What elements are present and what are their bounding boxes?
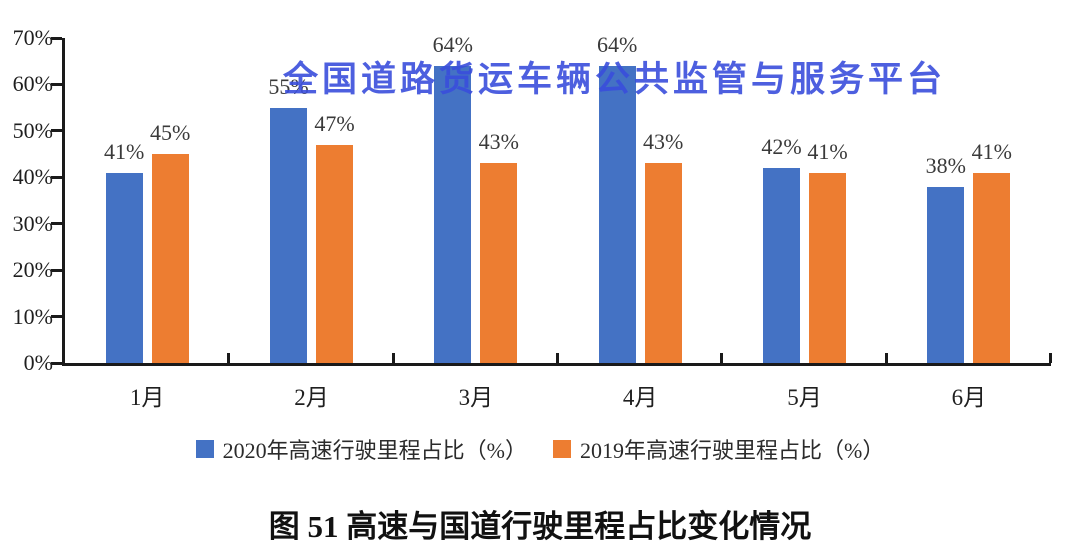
bar-2019年高速行驶里程占比（%） bbox=[480, 163, 518, 363]
x-axis-tick bbox=[720, 353, 724, 363]
y-axis-tick bbox=[51, 361, 62, 365]
y-axis-tick bbox=[51, 315, 62, 319]
y-axis-label: 10% bbox=[12, 303, 53, 329]
legend-series-label: 2019年高速行驶里程占比（%） bbox=[580, 438, 885, 463]
x-axis-tick bbox=[227, 353, 231, 363]
y-axis-tick bbox=[51, 129, 62, 133]
x-axis-tick bbox=[884, 353, 888, 363]
legend-swatch bbox=[195, 440, 214, 458]
bar-2020年高速行驶里程占比（%） bbox=[598, 65, 636, 363]
y-axis-tick bbox=[51, 268, 62, 272]
y-axis-tick bbox=[51, 175, 62, 179]
y-axis-tick bbox=[51, 222, 62, 226]
legend-swatch bbox=[553, 440, 571, 458]
y-axis-label: 50% bbox=[12, 117, 53, 143]
bar-value-label: 41% bbox=[807, 138, 848, 164]
figure-caption: 图 51 高速与国道行驶里程占比变化情况 bbox=[268, 509, 812, 544]
bar-value-label: 45% bbox=[149, 120, 191, 146]
bar-value-label: 43% bbox=[642, 129, 684, 155]
bar-value-label: 64% bbox=[432, 31, 473, 57]
y-axis-tick bbox=[51, 36, 62, 40]
bar-2020年高速行驶里程占比（%） bbox=[434, 65, 472, 363]
bar-2020年高速行驶里程占比（%） bbox=[105, 172, 143, 363]
bar-value-label: 64% bbox=[596, 31, 638, 57]
bar-2019年高速行驶里程占比（%） bbox=[644, 163, 682, 363]
x-axis-tick bbox=[556, 353, 559, 363]
y-axis-label: 30% bbox=[12, 210, 53, 236]
bar-group: 64% 43% 3月 bbox=[433, 32, 519, 410]
bar-2019年高速行驶里程占比（%） bbox=[316, 144, 353, 363]
bar-group: 64% 43% 4月 bbox=[597, 32, 683, 410]
bar-value-label: 38% bbox=[925, 152, 966, 178]
y-axis-label: 20% bbox=[12, 257, 53, 283]
y-axis-label: 40% bbox=[12, 164, 53, 190]
bar-group: 41% 45% 1月 bbox=[104, 38, 190, 410]
x-axis-category-label: 5月 bbox=[787, 385, 822, 410]
legend-series-label: 2020年高速行驶里程占比（%） bbox=[222, 438, 527, 463]
legend-item: 2020年高速行驶里程占比（%） bbox=[195, 433, 527, 465]
x-axis-category-label: 3月 bbox=[458, 385, 494, 410]
x-axis-tick bbox=[1049, 353, 1052, 363]
bar-2019年高速行驶里程占比（%） bbox=[151, 154, 189, 363]
y-axis-tick bbox=[51, 82, 62, 86]
legend-item: 2019年高速行驶里程占比（%） bbox=[553, 433, 884, 465]
bar-value-label: 41% bbox=[971, 138, 1012, 164]
chart-plot-area: 0% 10% 20% 30% 40% 50% 60% 70% 41% 45% 1月 55% 47% 2月 6… bbox=[13, 25, 1052, 411]
watermark-text: 全国道路货运车辆公共监管与服务平台 bbox=[283, 60, 947, 99]
bar-group: 42% 41% 5月 bbox=[761, 38, 847, 411]
y-axis-label: 0% bbox=[23, 350, 53, 375]
x-axis-category-label: 4月 bbox=[622, 385, 658, 410]
x-axis-category-label: 6月 bbox=[951, 385, 987, 410]
bar-2020年高速行驶里程占比（%） bbox=[270, 107, 307, 363]
bar-value-label: 42% bbox=[761, 134, 802, 159]
y-axis-label: 60% bbox=[12, 71, 53, 97]
bar-group: 55% 47% 2月 bbox=[268, 38, 354, 410]
bar-2020年高速行驶里程占比（%） bbox=[763, 168, 800, 363]
bar-value-label: 43% bbox=[478, 129, 519, 155]
bar-group: 38% 41% 6月 bbox=[926, 38, 1012, 410]
bar-2019年高速行驶里程占比（%） bbox=[809, 172, 846, 363]
bar-2019年高速行驶里程占比（%） bbox=[973, 172, 1011, 363]
bar-value-label: 47% bbox=[314, 110, 355, 136]
x-axis-category-label: 1月 bbox=[129, 385, 165, 410]
y-axis-label: 70% bbox=[12, 25, 53, 50]
bar-2020年高速行驶里程占比（%） bbox=[927, 186, 965, 363]
chart-legend: 2020年高速行驶里程占比（%） 2019年高速行驶里程占比（%） bbox=[0, 433, 1080, 465]
bar-value-label: 55% bbox=[268, 73, 309, 99]
x-axis-tick bbox=[391, 353, 395, 363]
bar-value-label: 41% bbox=[103, 138, 145, 164]
x-axis-category-label: 2月 bbox=[294, 385, 329, 410]
